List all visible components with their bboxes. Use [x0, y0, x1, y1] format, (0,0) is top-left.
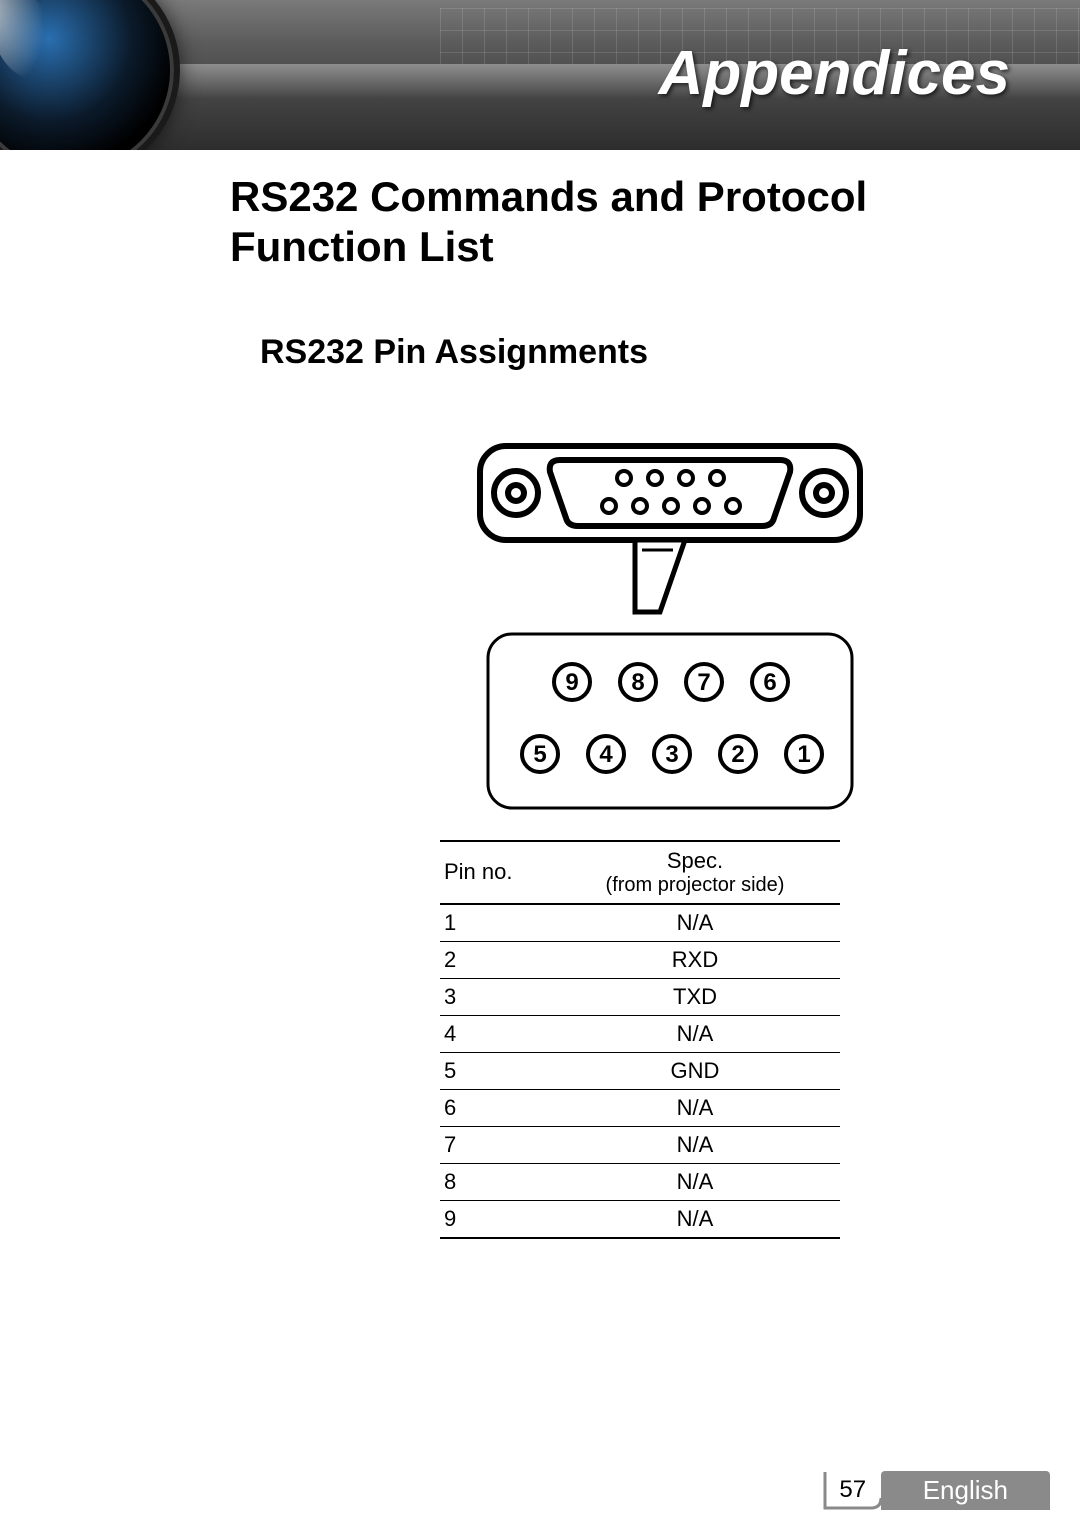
- table-cell-spec: N/A: [550, 1126, 840, 1163]
- sub-title: RS232 Pin Assignments: [260, 333, 1010, 372]
- page-content: RS232 Commands and Protocol Function Lis…: [0, 150, 1080, 1239]
- table-header-spec-line1: Spec.: [667, 848, 723, 873]
- pin-label-1: 1: [797, 741, 810, 768]
- page-footer: 57 English: [823, 1470, 1050, 1510]
- table-row: 4N/A: [440, 1015, 840, 1052]
- table-cell-spec: RXD: [550, 941, 840, 978]
- table-row: 5GND: [440, 1052, 840, 1089]
- table-header-row: Pin no. Spec. (from projector side): [440, 841, 840, 904]
- language-tab: English: [881, 1471, 1050, 1510]
- pin-label-3: 3: [665, 741, 678, 768]
- table-cell-spec: N/A: [550, 1200, 840, 1238]
- main-title: RS232 Commands and Protocol Function Lis…: [230, 172, 1010, 273]
- table-header-pinno: Pin no.: [440, 841, 550, 904]
- pin-assignments-table: Pin no. Spec. (from projector side) 1N/A…: [440, 840, 840, 1239]
- camera-lens-decoration: [0, 0, 180, 150]
- table-row: 1N/A: [440, 904, 840, 942]
- table-cell-spec: TXD: [550, 978, 840, 1015]
- connector-diagram: 9 8 7 6 5 4 3 2 1: [330, 432, 1010, 822]
- header-title: Appendices: [659, 38, 1010, 109]
- db9-connector-svg: 9 8 7 6 5 4 3 2 1: [460, 432, 880, 822]
- table-cell-spec: GND: [550, 1052, 840, 1089]
- pin-label-2: 2: [731, 741, 744, 768]
- table-cell-spec: N/A: [550, 1015, 840, 1052]
- table-row: 3TXD: [440, 978, 840, 1015]
- table-cell-pinno: 9: [440, 1200, 550, 1238]
- table-cell-pinno: 5: [440, 1052, 550, 1089]
- table-row: 9N/A: [440, 1200, 840, 1238]
- pin-label-4: 4: [599, 741, 613, 768]
- page-number-box: 57: [823, 1470, 883, 1510]
- page-number: 57: [839, 1476, 866, 1504]
- table-cell-pinno: 3: [440, 978, 550, 1015]
- table-cell-pinno: 1: [440, 904, 550, 942]
- pin-label-9: 9: [565, 669, 578, 696]
- table-cell-pinno: 6: [440, 1089, 550, 1126]
- table-row: 7N/A: [440, 1126, 840, 1163]
- pin-label-5: 5: [533, 741, 546, 768]
- table-cell-spec: N/A: [550, 904, 840, 942]
- table-cell-spec: N/A: [550, 1163, 840, 1200]
- pin-label-7: 7: [697, 669, 710, 696]
- table-cell-pinno: 2: [440, 941, 550, 978]
- pin-label-6: 6: [763, 669, 776, 696]
- table-cell-pinno: 7: [440, 1126, 550, 1163]
- table-cell-pinno: 8: [440, 1163, 550, 1200]
- table-cell-pinno: 4: [440, 1015, 550, 1052]
- table-cell-spec: N/A: [550, 1089, 840, 1126]
- table-row: 2RXD: [440, 941, 840, 978]
- table-row: 8N/A: [440, 1163, 840, 1200]
- table-row: 6N/A: [440, 1089, 840, 1126]
- pin-label-8: 8: [631, 669, 644, 696]
- page-header: Appendices: [0, 0, 1080, 150]
- table-header-spec: Spec. (from projector side): [550, 841, 840, 904]
- table-header-spec-line2: (from projector side): [556, 874, 834, 897]
